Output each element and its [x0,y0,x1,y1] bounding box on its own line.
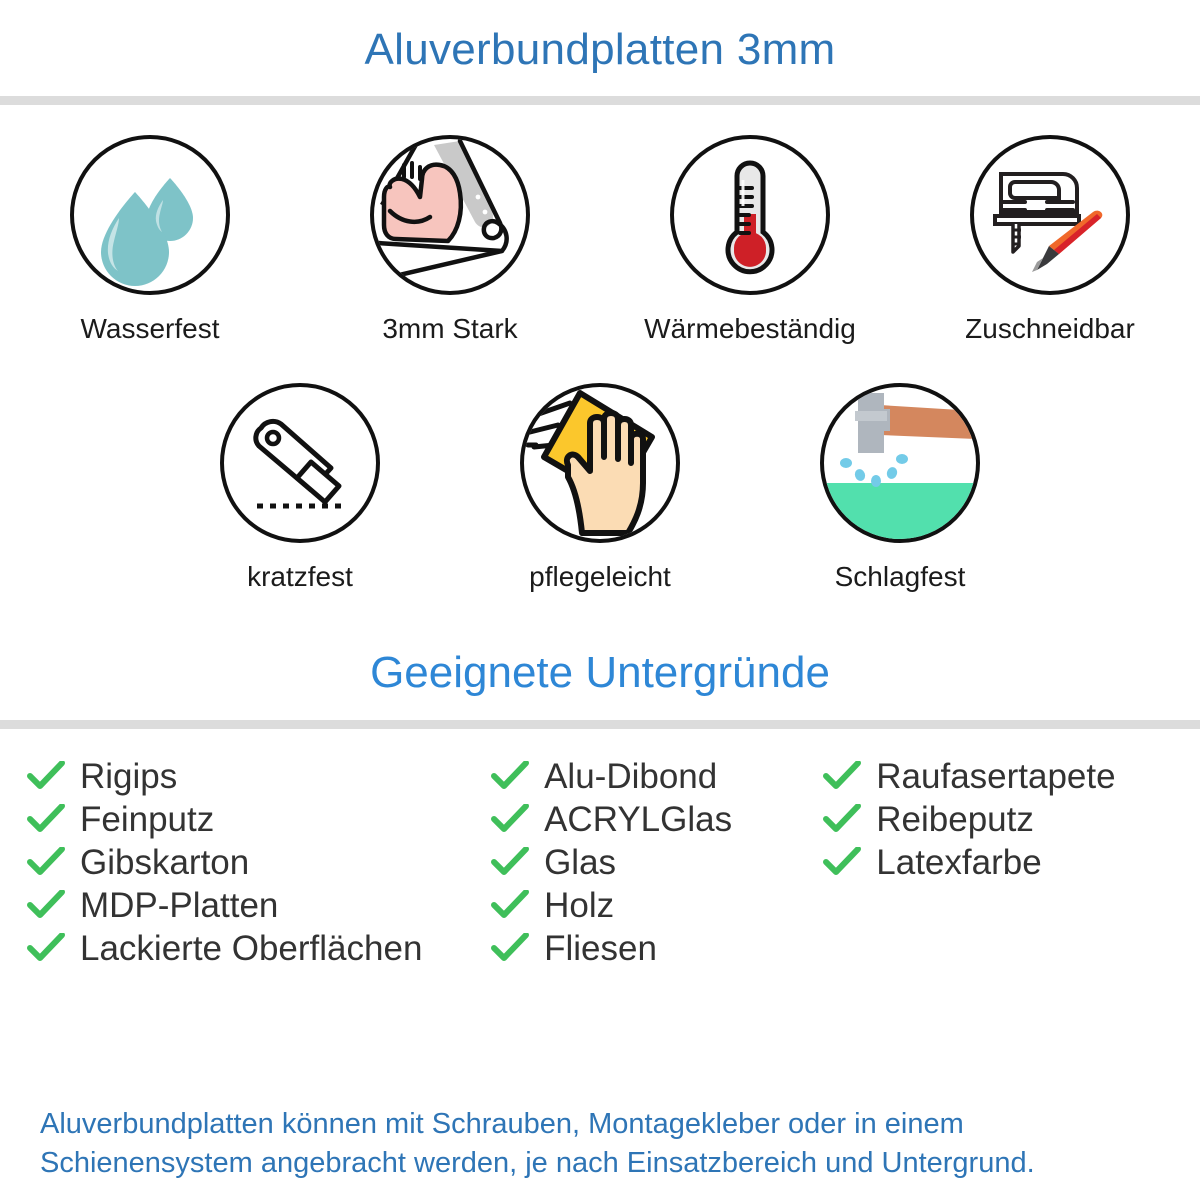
list-item-label: Raufasertapete [876,756,1116,796]
page-title: Aluverbundplatten 3mm [364,25,836,74]
feature-zuschneidbar[interactable]: Zuschneidbar [900,135,1200,345]
check-icon [822,760,862,792]
list-item-label: Latexfarbe [876,842,1042,882]
list-item[interactable]: Fliesen [490,927,822,970]
box-cutter-scratch-icon [220,383,380,544]
footer-note: Aluverbundplatten können mit Schrauben, … [0,1105,1200,1182]
list-item[interactable]: Raufasertapete [822,755,1174,798]
list-item-label: Lackierte Oberflächen [80,928,423,968]
feature-wasserfest[interactable]: Wasserfest [0,135,300,345]
check-icon [26,846,66,878]
feature-schlagfest[interactable]: Schlagfest [750,383,1050,593]
list-item-label: ACRYLGlas [544,799,733,839]
list-item[interactable]: Rigips [26,755,490,798]
check-icon [490,889,530,921]
feature-3mm-stark[interactable]: 3mm Stark [300,135,600,345]
check-icon [490,846,530,878]
list-item[interactable]: Latexfarbe [822,841,1174,884]
footer-line-2: Schienensystem angebracht werden, je nac… [40,1146,1035,1179]
feature-label: Schlagfest [834,561,966,593]
feature-pflegeleicht[interactable]: pflegeleicht [450,383,750,593]
list-item[interactable]: Lackierte Oberflächen [26,927,490,970]
list-item[interactable]: Alu-Dibond [490,755,822,798]
divider-top [0,96,1200,106]
check-icon [490,803,530,835]
list-item[interactable]: ACRYLGlas [490,798,822,841]
list-item[interactable]: Reibeputz [822,798,1174,841]
list-item-label: Fliesen [544,928,657,968]
check-icon [26,803,66,835]
footer-line-1: Aluverbundplatten können mit Schrauben, … [40,1108,964,1141]
list-item-label: Gibskarton [80,842,250,882]
hammer-impact-icon [820,383,980,544]
check-icon [822,803,862,835]
list-item-label: Reibeputz [876,799,1034,839]
flexed-arm-panel-icon [370,135,530,296]
feature-row-2: kratzfest pflegel [0,383,1200,593]
feature-grid: Wasserfest 3mm [0,105,1200,593]
check-icon [822,846,862,878]
feature-label: Zuschneidbar [965,313,1135,345]
feature-kratzfest[interactable]: kratzfest [150,383,450,593]
page-title-block: Aluverbundplatten 3mm [0,0,1200,74]
list-item-label: Rigips [80,756,178,796]
list-item-label: Glas [544,842,617,882]
check-icon [26,889,66,921]
water-drops-icon [70,135,230,296]
list-item[interactable]: Glas [490,841,822,884]
checklist-column-1: Rigips Feinputz Gibskarton MDP-Platten L… [26,755,490,970]
thermometer-icon [670,135,830,296]
section2-title-block: Geeignete Untergründe [0,648,1200,698]
feature-waermebestaendig[interactable]: Wärmebeständig [600,135,900,345]
list-item[interactable]: MDP-Platten [26,884,490,927]
list-item-label: Feinputz [80,799,215,839]
feature-label: kratzfest [247,561,353,593]
list-item-label: Alu-Dibond [544,756,718,796]
list-item-label: MDP-Platten [80,885,279,925]
check-icon [490,932,530,964]
divider-middle [0,719,1200,729]
list-item-label: Holz [544,885,615,925]
checklist-column-2: Alu-Dibond ACRYLGlas Glas Holz Fliesen [490,755,822,970]
feature-label: pflegeleicht [529,561,671,593]
check-icon [26,932,66,964]
list-item[interactable]: Holz [490,884,822,927]
checklist-column-3: Raufasertapete Reibeputz Latexfarbe [822,755,1174,970]
suitable-surfaces-list: Rigips Feinputz Gibskarton MDP-Platten L… [0,729,1200,970]
hand-wiping-cloth-icon [520,383,680,544]
list-item[interactable]: Feinputz [26,798,490,841]
feature-label: Wasserfest [80,313,220,345]
list-item[interactable]: Gibskarton [26,841,490,884]
check-icon [490,760,530,792]
feature-label: 3mm Stark [382,313,518,345]
jigsaw-cutter-knife-icon [970,135,1130,296]
feature-row-1: Wasserfest 3mm [0,135,1200,345]
feature-label: Wärmebeständig [644,313,856,345]
section2-title: Geeignete Untergründe [370,648,830,698]
check-icon [26,760,66,792]
